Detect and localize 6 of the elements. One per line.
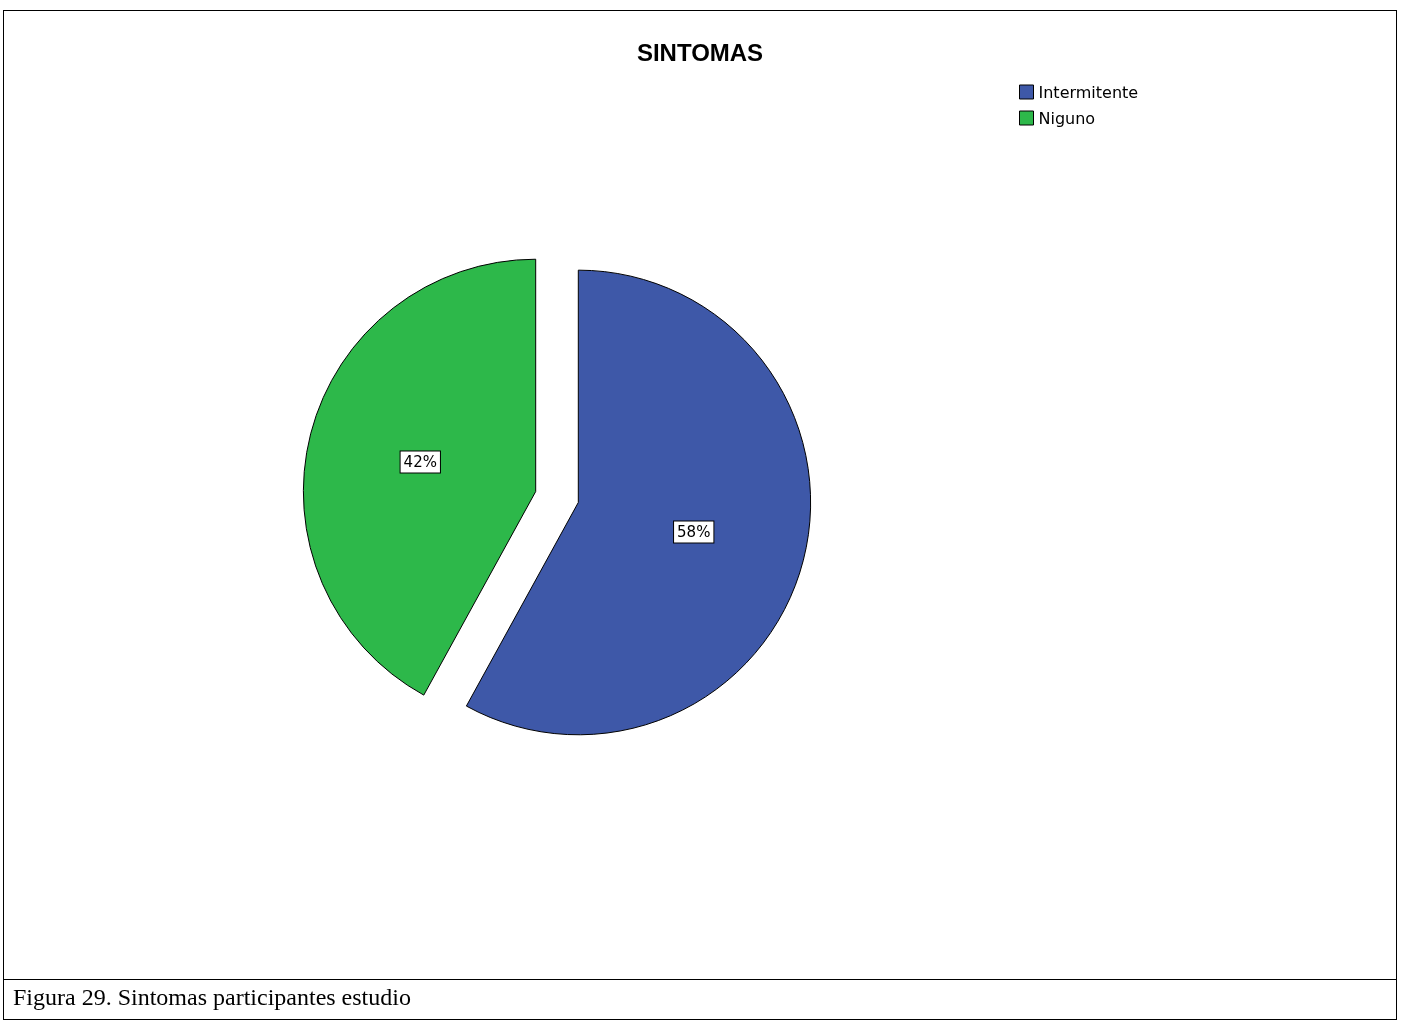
text: Figura 29. Sintomas participantes estudio bbox=[3, 979, 1397, 1020]
chart-title: SINTOMAS bbox=[636, 38, 764, 66]
legend-label: Intermitente bbox=[1038, 82, 1139, 102]
legend-label: Niguno bbox=[1038, 108, 1096, 128]
data-label: 58% bbox=[677, 523, 711, 542]
data-label: 42% bbox=[403, 452, 437, 471]
